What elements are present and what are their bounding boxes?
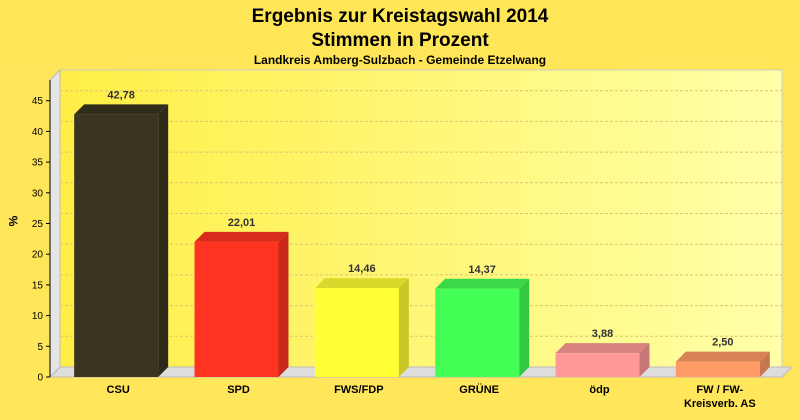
data-label: 14,37 — [468, 264, 496, 276]
bar-1 — [74, 104, 169, 377]
chart-subtitle: Landkreis Amberg-Sulzbach - Gemeinde Etz… — [253, 53, 547, 67]
bar-top — [675, 351, 770, 362]
bar-front — [314, 288, 399, 377]
y-tick-label: 30 — [32, 188, 44, 199]
bar-5 — [555, 343, 650, 377]
bar-front — [675, 361, 760, 377]
bar-front — [435, 288, 520, 377]
y-tick-label: 25 — [32, 219, 44, 230]
y-tick-label: 10 — [32, 311, 44, 322]
bar-top — [194, 231, 289, 242]
data-label: 42,78 — [107, 89, 135, 101]
bar-side — [759, 351, 770, 377]
bar-top — [555, 343, 650, 354]
chart-title-line-2: Stimmen in Prozent — [311, 30, 489, 51]
bar-side — [398, 278, 409, 377]
bar-side — [278, 231, 289, 377]
y-tick-label: 35 — [32, 158, 44, 169]
chart-title-line-1: Ergebnis zur Kreistagswahl 2014 — [251, 6, 549, 27]
bar-3 — [314, 278, 409, 377]
bar-front — [194, 241, 279, 377]
data-label: 2,50 — [712, 337, 733, 349]
y-tick-label: 45 — [32, 96, 44, 107]
x-category-label: SPD — [227, 384, 250, 396]
y-tick-label: 0 — [37, 373, 43, 384]
bar-top — [435, 278, 530, 289]
data-label: 22,01 — [228, 217, 256, 229]
x-category-label: Kreisverb. AS — [684, 398, 756, 410]
plot-left-wall — [49, 68, 61, 379]
bar-front — [555, 353, 640, 377]
bar-front — [74, 114, 159, 377]
bar-top — [314, 278, 409, 289]
bar-side — [519, 278, 530, 377]
x-category-label: ödp — [589, 384, 609, 396]
chart-title: Ergebnis zur Kreistagswahl 2014 Stimmen … — [0, 5, 800, 53]
y-tick-label: 15 — [32, 280, 44, 291]
bar-top — [74, 104, 169, 115]
y-tick-label: 40 — [32, 127, 44, 138]
x-category-label: CSU — [107, 384, 130, 396]
x-category-label: FWS/FDP — [334, 384, 384, 396]
x-category-label: FW / FW- — [696, 384, 743, 396]
data-label: 14,46 — [348, 263, 376, 275]
x-category-label: GRÜNE — [459, 383, 499, 396]
bar-side — [158, 104, 169, 377]
bar-2 — [194, 231, 289, 377]
y-tick-label: 20 — [32, 250, 44, 261]
y-tick-label: 5 — [37, 342, 43, 353]
bar-6 — [675, 351, 770, 377]
bar-4 — [435, 278, 530, 377]
bar-side — [639, 343, 650, 377]
data-label: 3,88 — [592, 328, 613, 340]
